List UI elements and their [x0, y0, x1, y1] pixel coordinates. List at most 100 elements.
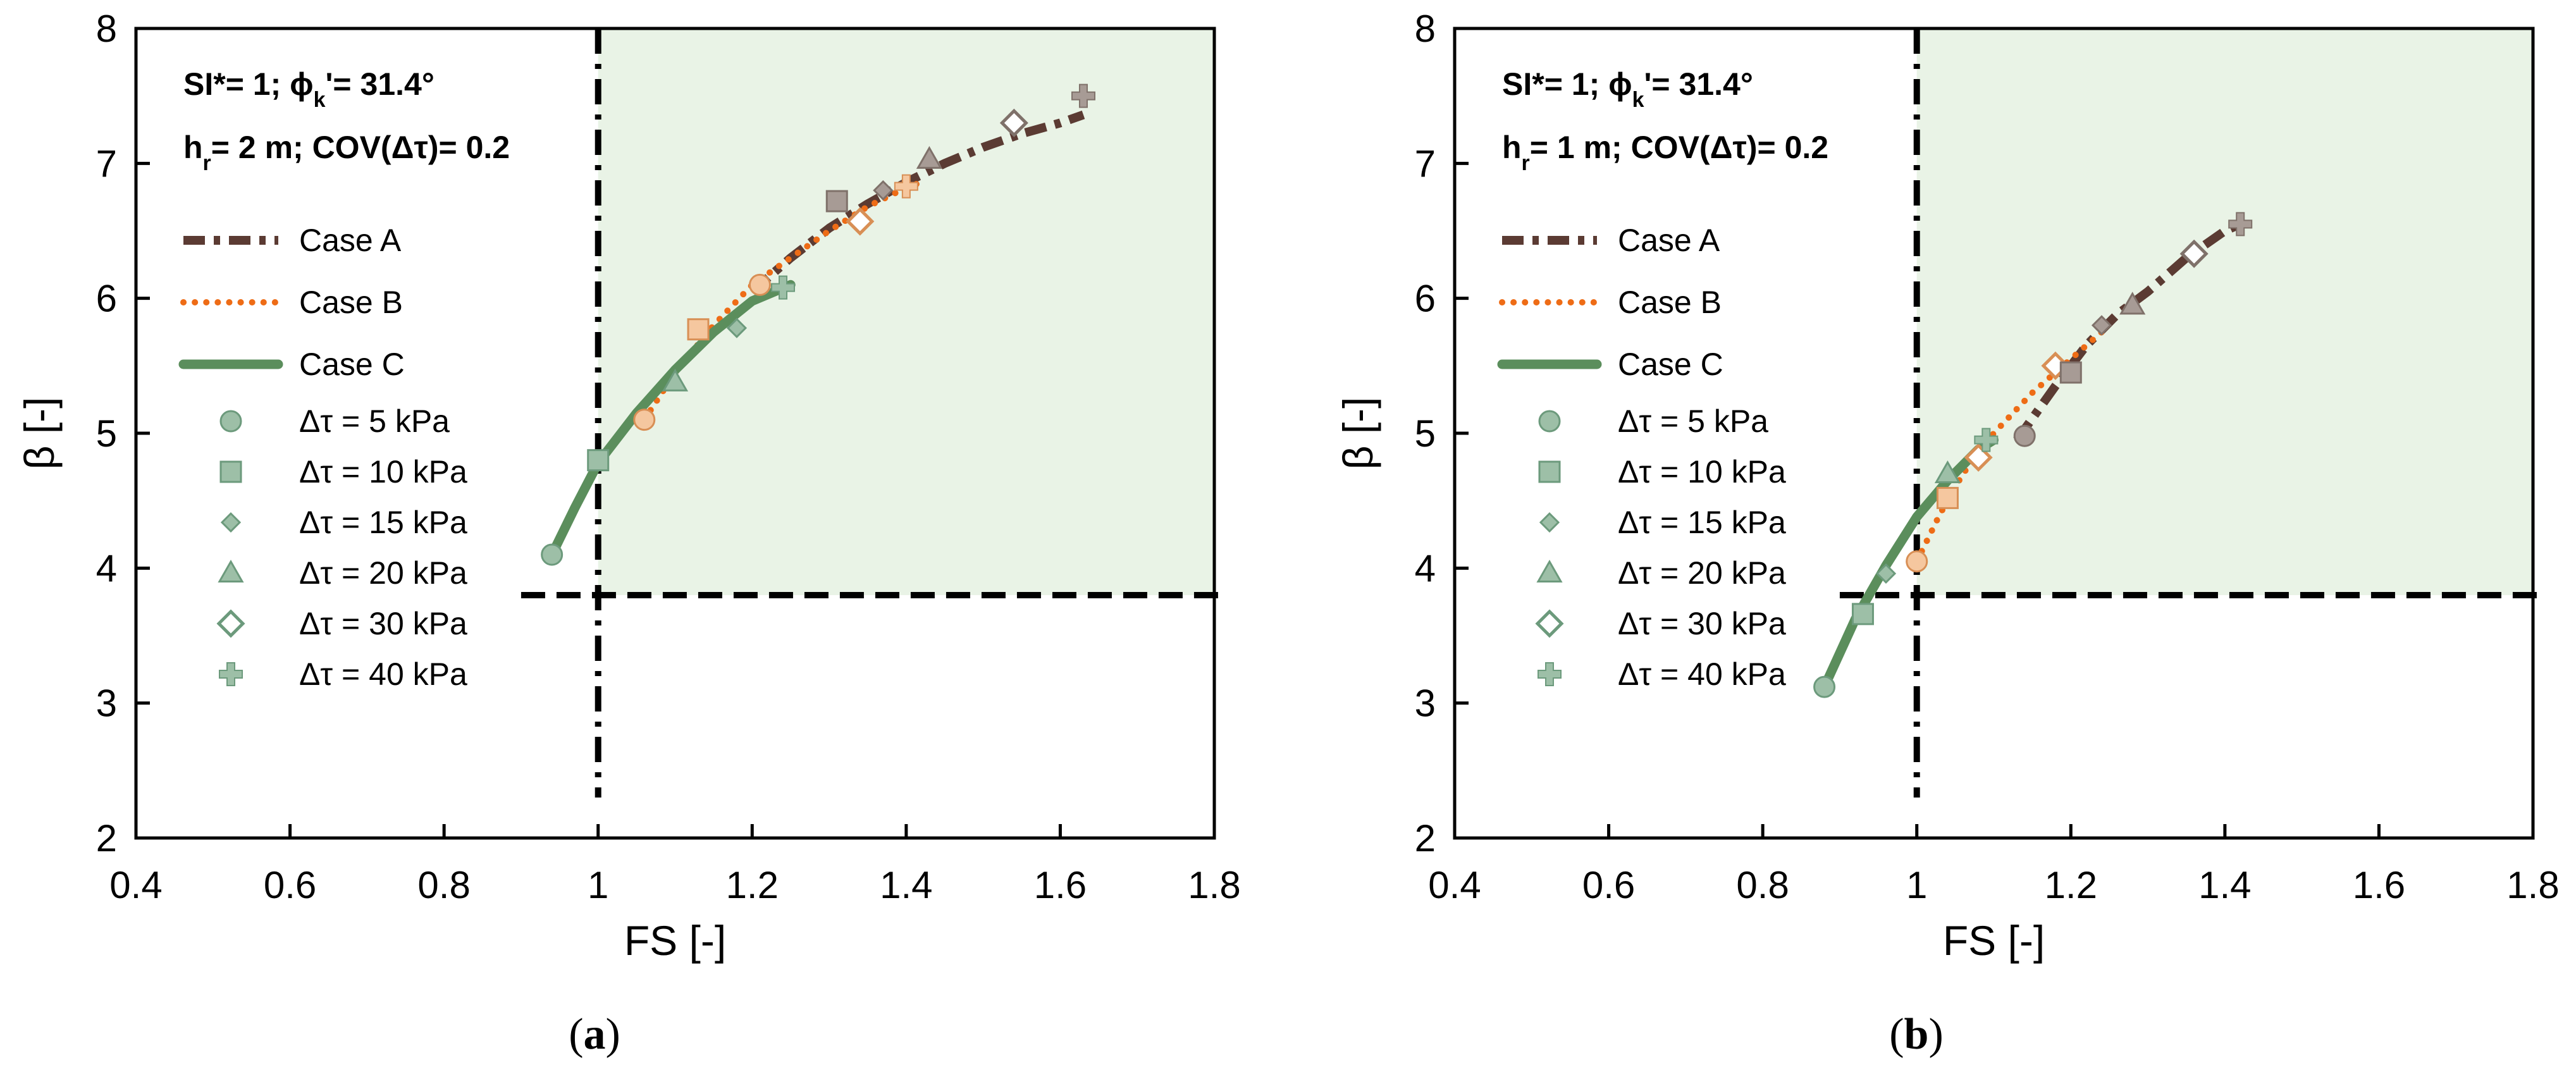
series-line-case-b: [1913, 329, 2105, 565]
annotation-phi-value: '= 31.4°: [1644, 66, 1753, 102]
legend-marker-diamond-small: [220, 512, 242, 533]
y-tick-label: 3: [96, 682, 117, 725]
y-axis-label: β [-]: [1334, 397, 1381, 470]
x-tick-label: 1.4: [2198, 864, 2251, 906]
legend-label: Δτ = 10 kPa: [1618, 454, 1786, 490]
x-tick-label: 1.2: [726, 864, 779, 906]
legend-label: Δτ = 15 kPa: [299, 505, 467, 540]
data-point-plus: [771, 275, 795, 300]
annotation-line-2: hr= 2 m; COV(Δτ)= 0.2: [183, 130, 510, 175]
legend-label: Δτ = 30 kPa: [299, 606, 467, 641]
data-point-diamond-open: [846, 207, 875, 236]
data-point-circle: [1813, 675, 1836, 698]
safe-zone: [598, 28, 1214, 595]
data-point-square: [2059, 361, 2082, 384]
x-tick-label: 1.6: [1034, 864, 1087, 906]
y-tick-label: 2: [96, 817, 117, 859]
legend-label: Δτ = 30 kPa: [1618, 606, 1786, 641]
y-tick-label: 6: [96, 278, 117, 320]
x-tick-label: 0.4: [109, 864, 162, 906]
data-point-triangle: [916, 145, 942, 169]
annotation-phi-sub: k: [1632, 88, 1644, 112]
data-point-square: [687, 318, 710, 341]
legend-marker-plus: [1538, 662, 1562, 686]
legend-marker-circle: [219, 410, 242, 433]
legend-label: Case C: [299, 347, 405, 382]
annotation-si: SI*= 1;: [183, 66, 290, 102]
safe-zone: [1916, 28, 2533, 595]
legend: Case A Case B Case C Δτ = 5 kPa Δτ = 10 kPa Δ…: [1497, 223, 1786, 692]
panel-a: 0.4 0.6 0.8 1 1.2 1.4 1.6 1.8 2 3 4 5 6 7 8 FS [-] β [-]…: [16, 8, 1241, 1059]
annotation-h-sub: r: [1522, 151, 1530, 175]
data-point-diamond-small: [726, 317, 748, 338]
legend-label: Case B: [1618, 285, 1722, 320]
x-tick-label: 1.2: [2045, 864, 2097, 906]
annotation-h: h: [183, 130, 203, 165]
x-tick-label: 1: [1906, 864, 1927, 906]
legend-label: Δτ = 40 kPa: [299, 656, 467, 692]
legend-marker-circle: [1538, 410, 1561, 433]
legend-marker-diamond-open: [216, 609, 245, 638]
data-point-circle: [748, 273, 771, 296]
x-tick-label: 0.4: [1428, 864, 1481, 906]
annotation-phi-sub: k: [314, 88, 326, 112]
annotation-h-sub: r: [203, 151, 211, 175]
legend-marker-triangle: [1536, 559, 1563, 582]
panel-caption-letter: a: [584, 1010, 606, 1059]
y-tick-label: 7: [1415, 142, 1436, 185]
data-point-circle: [2013, 424, 2036, 447]
data-point-diamond-open: [999, 108, 1028, 137]
data-point-plus: [1974, 428, 1999, 452]
legend-marker-diamond-small: [1539, 512, 1560, 533]
data-point-square: [825, 190, 848, 213]
x-tick-label: 0.8: [1736, 864, 1789, 906]
panel-b: 0.4 0.6 0.8 1 1.2 1.4 1.6 1.8 2 3 4 5 6 7 8 FS [-] β [-]…: [1334, 8, 2560, 1059]
y-tick-label: 3: [1415, 682, 1436, 725]
data-point-triangle: [2119, 292, 2146, 315]
data-point-diamond-small: [2091, 315, 2112, 336]
series-line-case-b: [641, 179, 925, 423]
legend-label: Δτ = 10 kPa: [299, 454, 467, 490]
annotation-phi: ϕ: [290, 66, 313, 102]
x-tick-label: 1.8: [1188, 864, 1240, 906]
legend: Case A Case B Case C Δτ = 5 kPa Δτ = 10 kPa Δ…: [178, 223, 467, 692]
data-point-square: [1851, 603, 1874, 625]
legend-marker-square: [1538, 460, 1561, 483]
panel-caption-letter: b: [1904, 1010, 1929, 1059]
x-tick-label: 1.4: [880, 864, 932, 906]
legend-label: Case A: [1618, 223, 1720, 258]
data-point-square: [1936, 486, 1959, 509]
y-tick-label: 4: [96, 547, 117, 589]
legend-label: Δτ = 20 kPa: [1618, 555, 1786, 591]
panel-caption: (b): [1889, 1010, 1944, 1059]
legend-label: Case C: [1618, 347, 1723, 382]
annotation-line-2: hr= 1 m; COV(Δτ)= 0.2: [1502, 130, 1828, 175]
y-tick-label: 5: [96, 412, 117, 455]
x-tick-label: 0.6: [264, 864, 316, 906]
panel-caption: (a): [569, 1010, 620, 1059]
annotation-line-1: SI*= 1; ϕk'= 31.4°: [183, 66, 434, 112]
x-tick-label: 0.6: [1582, 864, 1635, 906]
legend-label: Δτ = 5 kPa: [299, 404, 450, 439]
y-tick-label: 4: [1415, 547, 1436, 589]
legend-label: Δτ = 40 kPa: [1618, 656, 1786, 692]
data-point-plus: [1071, 83, 1095, 108]
series-line-case-a: [749, 110, 1085, 295]
data-point-diamond-open: [2179, 239, 2209, 268]
data-point-diamond-small: [1875, 563, 1897, 584]
data-point-plus: [894, 174, 918, 199]
data-point-plus: [2228, 212, 2253, 237]
data-point-triangle: [662, 368, 689, 391]
data-point-circle: [633, 409, 656, 431]
annotation-line-1: SI*= 1; ϕk'= 31.4°: [1502, 66, 1753, 112]
x-axis-label: FS [-]: [1943, 917, 2045, 964]
legend-label: Δτ = 15 kPa: [1618, 505, 1786, 540]
y-tick-label: 8: [96, 8, 117, 50]
data-point-circle: [1906, 550, 1928, 573]
legend-label: Δτ = 5 kPa: [1618, 404, 1768, 439]
annotation-si: SI*= 1;: [1502, 66, 1608, 102]
series-line-case-a: [2013, 219, 2243, 443]
y-tick-label: 6: [1415, 278, 1436, 320]
annotation-phi: ϕ: [1608, 66, 1632, 102]
